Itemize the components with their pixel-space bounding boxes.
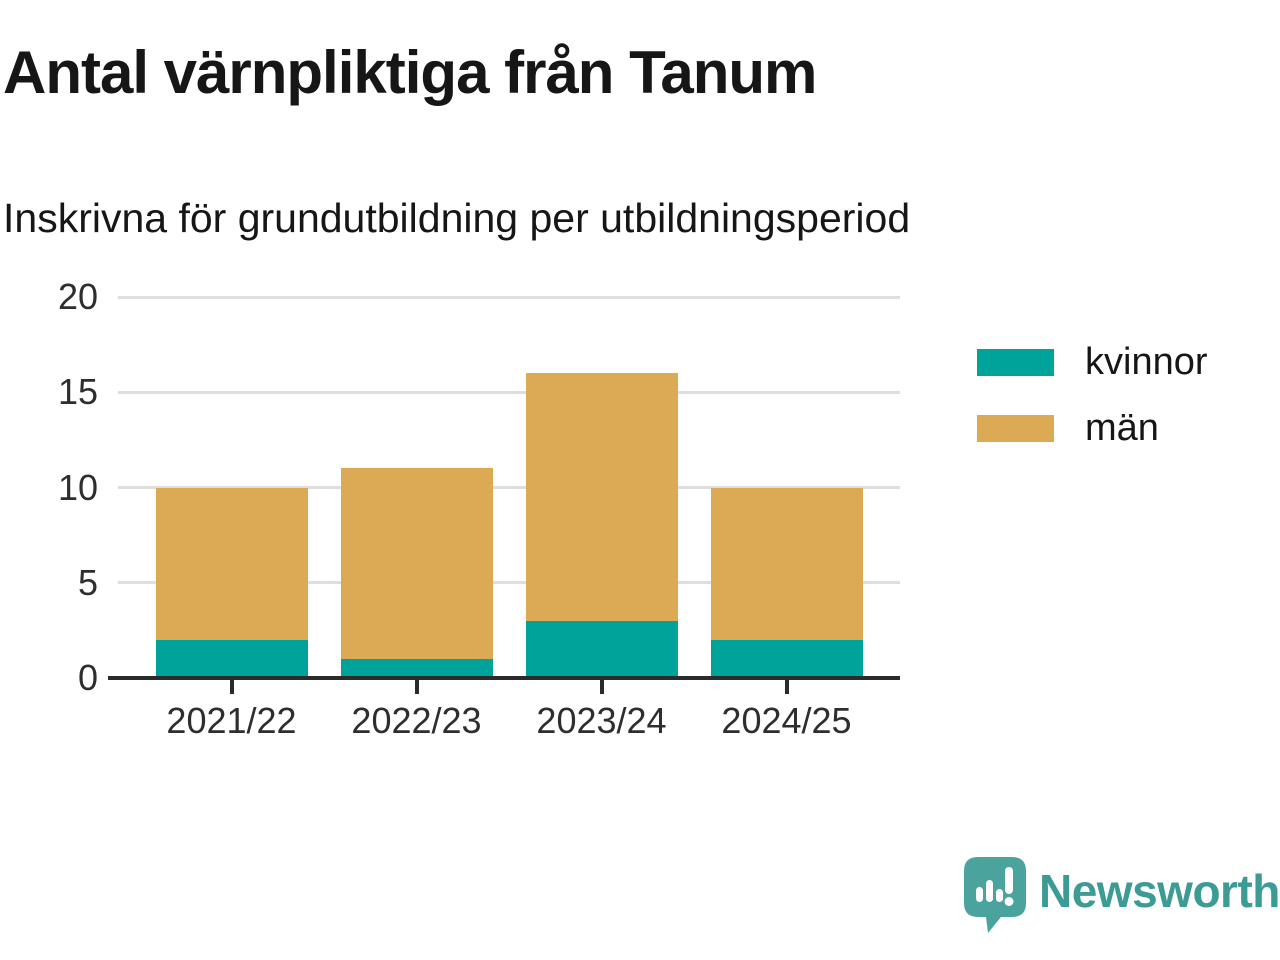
gridline <box>118 581 900 585</box>
bar-segment-kvinnor <box>525 620 678 678</box>
legend-label: kvinnor <box>1085 341 1208 383</box>
bar-segment-kvinnor <box>155 639 308 678</box>
page-subtitle: Inskrivna för grundutbildning per utbild… <box>3 195 911 241</box>
bar-segment-kvinnor <box>710 639 863 678</box>
gridline <box>118 486 900 489</box>
x-axis-line <box>108 676 900 680</box>
gridline <box>118 390 900 394</box>
legend-item-man: män <box>977 409 1208 447</box>
x-axis-tick <box>784 680 789 694</box>
x-axis-label: 2021/22 <box>166 700 297 741</box>
x-axis-label: 2024/25 <box>721 700 852 741</box>
bar-segment-män <box>155 487 308 640</box>
x-axis-tick <box>599 680 604 694</box>
newsworthy-logo: Newsworthy <box>963 856 1280 934</box>
bar-segment-kvinnor <box>340 658 493 678</box>
x-axis-label: 2023/24 <box>536 700 667 741</box>
y-axis-tick-label: 5 <box>77 561 98 603</box>
legend: kvinnor män <box>977 343 1208 475</box>
newsworthy-logo-icon <box>964 857 1026 933</box>
plot-area: 2021/22 2022/23 2023/24 2024/25 <box>108 295 900 741</box>
legend-swatch <box>977 348 1054 376</box>
gridline <box>118 295 900 299</box>
y-axis-tick-label: 0 <box>77 657 98 698</box>
legend-item-kvinnor: kvinnor <box>977 343 1208 381</box>
bar-segment-män <box>340 468 493 659</box>
legend-swatch <box>977 414 1054 442</box>
x-axis-tick <box>414 680 419 694</box>
x-axis-label: 2022/23 <box>351 700 482 741</box>
y-axis-tick-label: 20 <box>57 276 98 317</box>
y-axis-tick-label: 15 <box>57 371 98 413</box>
y-axis-tick-label: 10 <box>57 466 98 508</box>
legend-label: män <box>1085 407 1159 449</box>
page-title: Antal värnpliktiga från Tanum <box>3 39 817 106</box>
newsworthy-logo-text: Newsworthy <box>1039 865 1280 917</box>
bar-segment-män <box>525 373 678 621</box>
x-axis-tick <box>229 680 234 694</box>
bar-segment-män <box>710 487 863 640</box>
